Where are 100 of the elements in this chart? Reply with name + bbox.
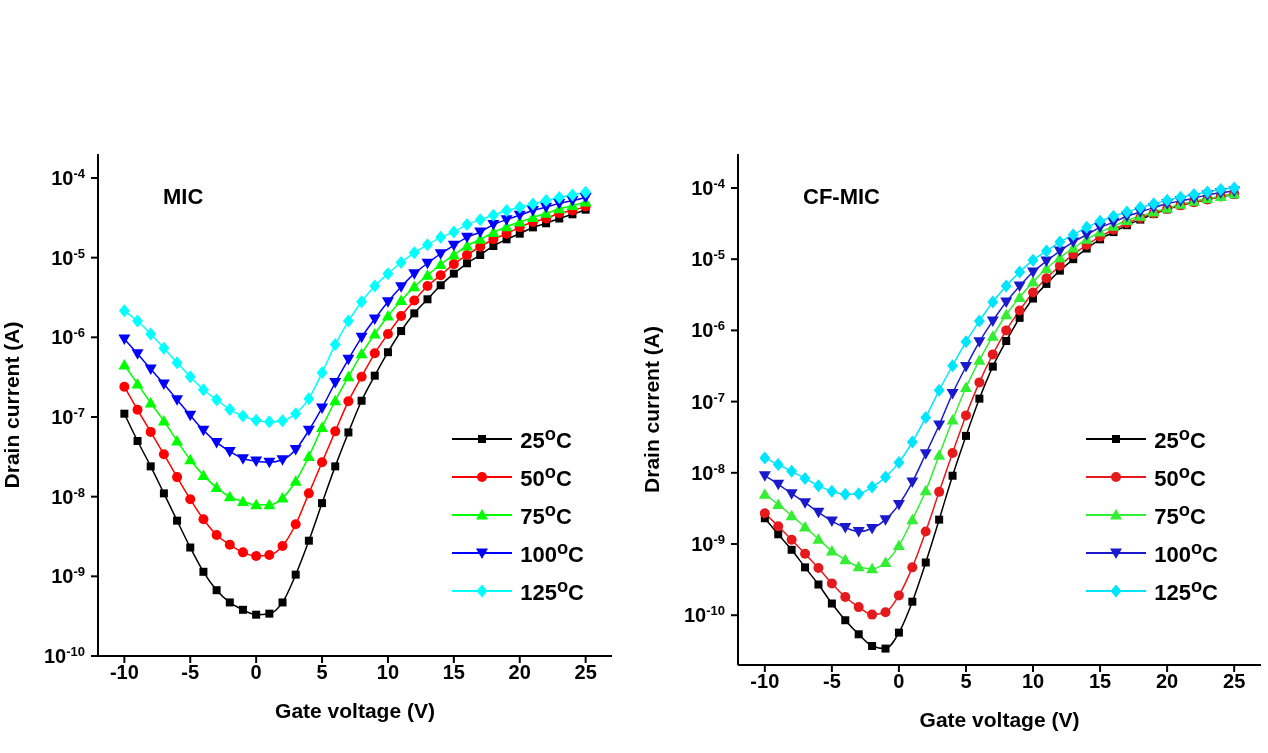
point [368, 314, 381, 325]
point [1040, 256, 1053, 268]
point [303, 488, 314, 499]
point [812, 533, 825, 544]
point [799, 521, 812, 532]
point [368, 328, 381, 339]
point [906, 435, 918, 449]
point [986, 316, 999, 327]
legend-label: 50$^{o}$C [1154, 461, 1206, 493]
point [331, 462, 340, 471]
point [436, 281, 445, 290]
point [421, 238, 433, 252]
point [173, 516, 182, 525]
point [960, 335, 972, 349]
point [120, 409, 129, 418]
point [947, 359, 959, 373]
point [960, 410, 971, 421]
point [119, 381, 130, 392]
y-axis-title: Drain current (A) [640, 326, 664, 493]
point [131, 349, 144, 360]
point [839, 523, 852, 534]
point [1081, 220, 1093, 234]
point [827, 599, 836, 608]
legend-label: 25$^{o}$C [1154, 423, 1206, 455]
text: MIC [163, 184, 204, 210]
point [786, 464, 798, 478]
point [1000, 308, 1013, 320]
point [853, 487, 865, 501]
point [171, 395, 184, 406]
point [355, 347, 368, 359]
point [1041, 273, 1052, 284]
point [343, 396, 354, 407]
point [197, 469, 210, 480]
point [814, 580, 823, 589]
point [1161, 193, 1173, 207]
point [329, 394, 342, 406]
point [236, 495, 249, 506]
point [988, 362, 997, 371]
point [973, 314, 985, 328]
point [826, 484, 838, 498]
point [133, 436, 142, 445]
point [1028, 287, 1039, 298]
point [986, 330, 999, 341]
point [223, 490, 236, 502]
point [852, 560, 865, 572]
point [210, 437, 223, 449]
point [316, 366, 328, 380]
point [580, 185, 592, 199]
x-tick-label: 0 [893, 670, 905, 693]
point [772, 479, 785, 491]
x-tick-label: 15 [1088, 670, 1112, 693]
point [826, 578, 837, 589]
y-tick-label: 10$^{-7}$ [691, 389, 725, 413]
point [774, 530, 783, 539]
point [1134, 201, 1146, 215]
point [252, 610, 261, 619]
point [145, 327, 157, 341]
point [448, 225, 460, 239]
point [277, 541, 288, 552]
legend-label: 125$^{o}$C [520, 575, 584, 607]
point [799, 498, 812, 509]
point [199, 567, 208, 576]
point [344, 428, 353, 437]
point [421, 258, 434, 270]
point [132, 314, 144, 328]
point [947, 447, 958, 458]
point [250, 413, 262, 427]
x-axis-title: Gate voltage (V) [919, 708, 1080, 731]
point [408, 269, 421, 280]
point [381, 310, 394, 321]
point [435, 230, 447, 244]
point [409, 295, 420, 306]
point [250, 498, 263, 510]
point [920, 526, 931, 537]
point [264, 550, 275, 561]
point [197, 425, 210, 437]
point [159, 489, 168, 498]
point [973, 337, 986, 348]
point [382, 329, 393, 340]
x-tick-label: 10 [376, 661, 400, 684]
y-tick-label: 10$^{-5}$ [51, 245, 85, 269]
point [933, 383, 945, 397]
y-tick-label: 10$^{-4}$ [691, 175, 726, 199]
point [566, 188, 578, 202]
point [948, 471, 957, 480]
x-tick-label: 20 [1156, 670, 1179, 693]
point [145, 426, 156, 437]
y-tick-label: 10$^{-8}$ [691, 460, 725, 484]
point [1201, 185, 1213, 199]
point [184, 370, 196, 384]
point [1175, 190, 1187, 204]
legend-label: 50$^{o}$C [520, 461, 572, 493]
point [772, 457, 784, 471]
point [157, 379, 170, 390]
point [304, 536, 313, 545]
point [157, 415, 170, 426]
x-tick-label: -10 [109, 661, 139, 684]
point [461, 232, 474, 244]
x-tick-label: 10 [1021, 670, 1045, 693]
point [422, 281, 433, 292]
